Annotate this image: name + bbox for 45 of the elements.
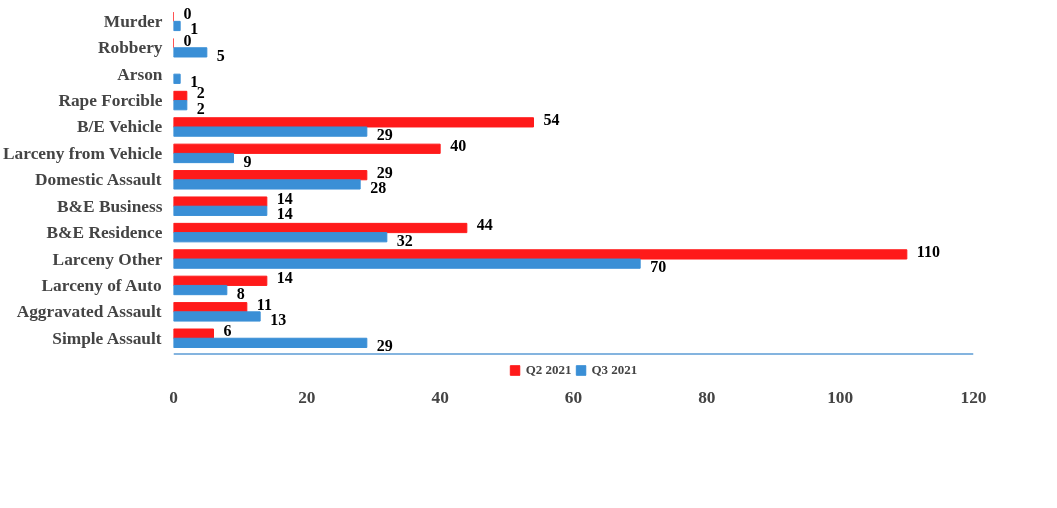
y-tick-label: B/E Vehicle xyxy=(76,117,163,137)
data-label: 54 xyxy=(543,110,560,128)
data-label: 32 xyxy=(396,231,413,249)
data-label: 8 xyxy=(236,284,245,302)
y-tick-label: Simple Assault xyxy=(52,328,162,348)
y-tick-label: Rape Forcible xyxy=(58,91,163,111)
data-label: 14 xyxy=(276,205,293,223)
y-tick-label: Arson xyxy=(117,64,163,84)
data-label: 14 xyxy=(276,269,293,287)
data-label: 28 xyxy=(370,178,387,196)
data-label: 0 xyxy=(183,31,192,49)
data-label: 40 xyxy=(450,137,467,155)
y-tick-label: Murder xyxy=(103,11,163,31)
x-tick-label: 40 xyxy=(431,387,449,407)
legend-label: Q2 2021 xyxy=(525,362,572,378)
x-tick-label: 60 xyxy=(564,387,583,407)
y-tick-label: B&E Business xyxy=(57,196,163,216)
data-label: 13 xyxy=(270,310,287,328)
data-label: 6 xyxy=(223,322,232,340)
x-tick-label: 0 xyxy=(169,387,178,407)
data-label: 9 xyxy=(243,152,252,170)
data-label: 110 xyxy=(916,242,940,260)
y-tick-label: Larceny of Auto xyxy=(41,275,162,295)
data-label: 70 xyxy=(650,258,667,276)
x-tick-label: 100 xyxy=(827,387,854,407)
data-label: 14 xyxy=(276,190,293,208)
x-tick-label: 120 xyxy=(960,387,987,407)
data-label: 0 xyxy=(183,5,192,23)
data-label: 29 xyxy=(376,126,393,144)
x-tick-label: 80 xyxy=(698,387,716,407)
y-tick-label: Robbery xyxy=(98,38,163,58)
x-tick-label: 20 xyxy=(298,387,316,407)
data-label: 1 xyxy=(190,20,199,38)
y-tick-label: Larceny Other xyxy=(52,249,163,269)
data-label: 29 xyxy=(376,337,393,355)
legend-label: Q3 2021 xyxy=(591,362,638,378)
y-tick-label: Larceny from Vehicle xyxy=(3,143,163,163)
data-label: 11 xyxy=(256,295,272,313)
y-tick-label: Aggravated Assault xyxy=(16,302,162,322)
data-label: 5 xyxy=(216,46,225,64)
y-tick-label: B&E Residence xyxy=(46,223,163,243)
y-tick-label: Domestic Assault xyxy=(34,170,162,190)
data-label: 44 xyxy=(476,216,493,234)
data-label: 2 xyxy=(196,99,205,117)
data-label: 29 xyxy=(376,163,393,181)
